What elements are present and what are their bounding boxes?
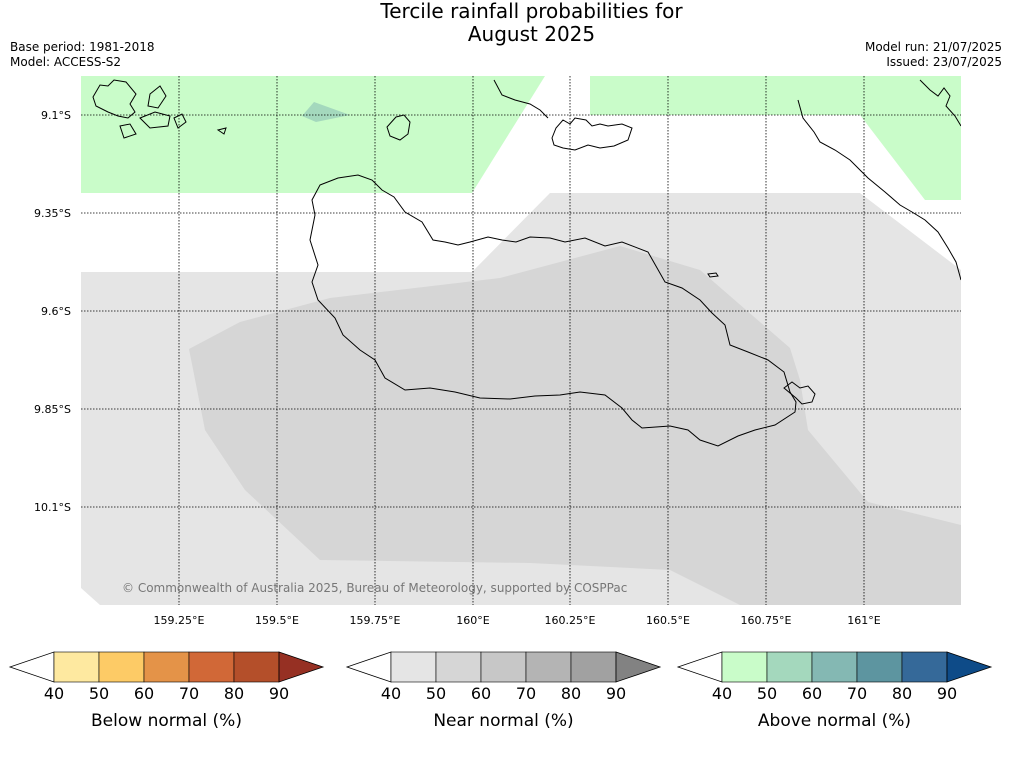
lon-label-2: 159.5°E: [255, 614, 299, 627]
above-normal-tick-label: 50: [757, 684, 777, 703]
lon-label-4: 160°E: [456, 614, 489, 627]
below-normal-tick-label: 80: [224, 684, 244, 703]
island-savo: [386, 114, 411, 141]
above-normal-tick-label: 90: [937, 684, 957, 703]
below-normal-colorbar-label: Below normal (%): [91, 711, 242, 731]
above-normal-tick-label: 80: [892, 684, 912, 703]
above-normal-colorbar-label: Above normal (%): [758, 711, 911, 731]
island-small-east: [707, 272, 719, 278]
model-run-text: Model run: 21/07/2025: [864, 40, 1002, 54]
above-normal-colorbar-segment-1: [721, 651, 768, 683]
above-normal-colorbar: 40 50 60 70 80 90 Above normal (%): [676, 651, 993, 731]
below-normal-colorbar-extend-low: [8, 651, 55, 683]
below-normal-colorbar-segment-5: [233, 651, 280, 683]
near-normal-tick-label: 90: [606, 684, 626, 703]
coast-isabel-fragment-1: [147, 85, 167, 109]
near-normal-colorbar-extend-high: [615, 651, 662, 683]
below-normal-tick-label: 60: [134, 684, 154, 703]
longitude-labels: 159.25°E 159.5°E 159.75°E 160°E 160.25°E…: [154, 614, 881, 627]
island-guadalcanal-coast: [309, 174, 797, 447]
near-normal-colorbar-segment-4: [525, 651, 572, 683]
graticule: [81, 76, 961, 605]
below-normal-colorbar-segment-4: [188, 651, 235, 683]
below-normal-colorbar-extend-high: [278, 651, 325, 683]
lon-label-1: 159.25°E: [154, 614, 205, 627]
above-normal-region-northwest: [81, 76, 545, 193]
map-title: Tercile rainfall probabilities for Augus…: [0, 0, 1011, 46]
above-normal-colorbar-extend-high: [946, 651, 993, 683]
map-area: © Commonwealth of Australia 2025, Bureau…: [81, 76, 961, 605]
coast-east-tip: [783, 381, 816, 405]
below-normal-colorbar: 40 50 60 70 80 90 Below normal (%): [8, 651, 325, 731]
issued-text: Issued: 23/07/2025: [886, 55, 1002, 69]
title-line-2: August 2025: [467, 22, 596, 46]
coast-northeast-islets: [919, 79, 961, 127]
near-normal-colorbar-label: Near normal (%): [433, 711, 573, 731]
coast-isabel-fragment-2: [139, 111, 171, 129]
near-normal-colorbar-extend-low: [345, 651, 392, 683]
near-normal-colorbar: 40 50 60 70 80 90 Near normal (%): [345, 651, 662, 731]
near-normal-tick-label: 80: [561, 684, 581, 703]
near-normal-tick-label: 40: [381, 684, 401, 703]
coast-isabel-fragment-4: [119, 123, 137, 139]
lat-label-2: 9.35°S: [34, 207, 71, 220]
above-normal-tick-label: 60: [802, 684, 822, 703]
near-normal-tick-label: 60: [471, 684, 491, 703]
below-normal-colorbar-segment-2: [98, 651, 145, 683]
copyright-text: © Commonwealth of Australia 2025, Bureau…: [122, 581, 627, 595]
title-line-1: Tercile rainfall probabilities for: [380, 0, 683, 23]
coast-isabel-fragment-5: [216, 127, 227, 135]
model-text: Model: ACCESS-S2: [10, 55, 122, 69]
above-normal-tick-label: 40: [712, 684, 732, 703]
above-normal-colorbar-segment-4: [856, 651, 903, 683]
lat-label-4: 9.85°S: [34, 403, 71, 416]
above-normal-region-northeast: [590, 76, 961, 200]
meta-left: Base period: 1981-2018 Model: ACCESS-S2: [10, 40, 155, 70]
lon-label-8: 161°E: [847, 614, 880, 627]
colorbar-legends: 40 50 60 70 80 90 Below normal (%) 40 50 60 70 80 90…: [8, 651, 993, 731]
above-normal-colorbar-segment-3: [811, 651, 858, 683]
near-normal-colorbar-segment-5: [570, 651, 617, 683]
below-normal-colorbar-segment-1: [53, 651, 100, 683]
lat-label-5: 10.1°S: [34, 501, 71, 514]
lon-label-3: 159.75°E: [350, 614, 401, 627]
lon-label-6: 160.5°E: [646, 614, 690, 627]
above-normal-colorbar-segment-2: [766, 651, 813, 683]
below-normal-tick-label: 90: [269, 684, 289, 703]
near-normal-colorbar-segment-3: [480, 651, 527, 683]
near-normal-tick-label: 70: [516, 684, 536, 703]
above-normal-patch: [302, 102, 350, 122]
below-normal-tick-label: 50: [89, 684, 109, 703]
base-period-text: Base period: 1981-2018: [10, 40, 155, 54]
near-normal-tick-label: 50: [426, 684, 446, 703]
above-normal-tick-label: 70: [847, 684, 867, 703]
coast-isabel-north: [92, 79, 137, 119]
below-normal-colorbar-segment-3: [143, 651, 190, 683]
lon-label-7: 160.75°E: [741, 614, 792, 627]
near-normal-colorbar-segment-1: [390, 651, 437, 683]
latitude-labels: 9.1°S 9.35°S 9.6°S 9.85°S 10.1°S: [34, 109, 71, 514]
coast-ngella-north: [493, 79, 549, 119]
below-normal-tick-label: 40: [44, 684, 64, 703]
lat-label-1: 9.1°S: [41, 109, 71, 122]
above-normal-colorbar-extend-low: [676, 651, 723, 683]
below-normal-tick-label: 70: [179, 684, 199, 703]
near-normal-colorbar-segment-2: [435, 651, 482, 683]
coast-malaita: [797, 99, 961, 281]
near-normal-region-dark: [189, 246, 961, 605]
lat-label-3: 9.6°S: [41, 305, 71, 318]
lon-label-5: 160.25°E: [545, 614, 596, 627]
meta-right: Model run: 21/07/2025 Issued: 23/07/2025: [865, 40, 1002, 70]
above-normal-colorbar-segment-5: [901, 651, 948, 683]
